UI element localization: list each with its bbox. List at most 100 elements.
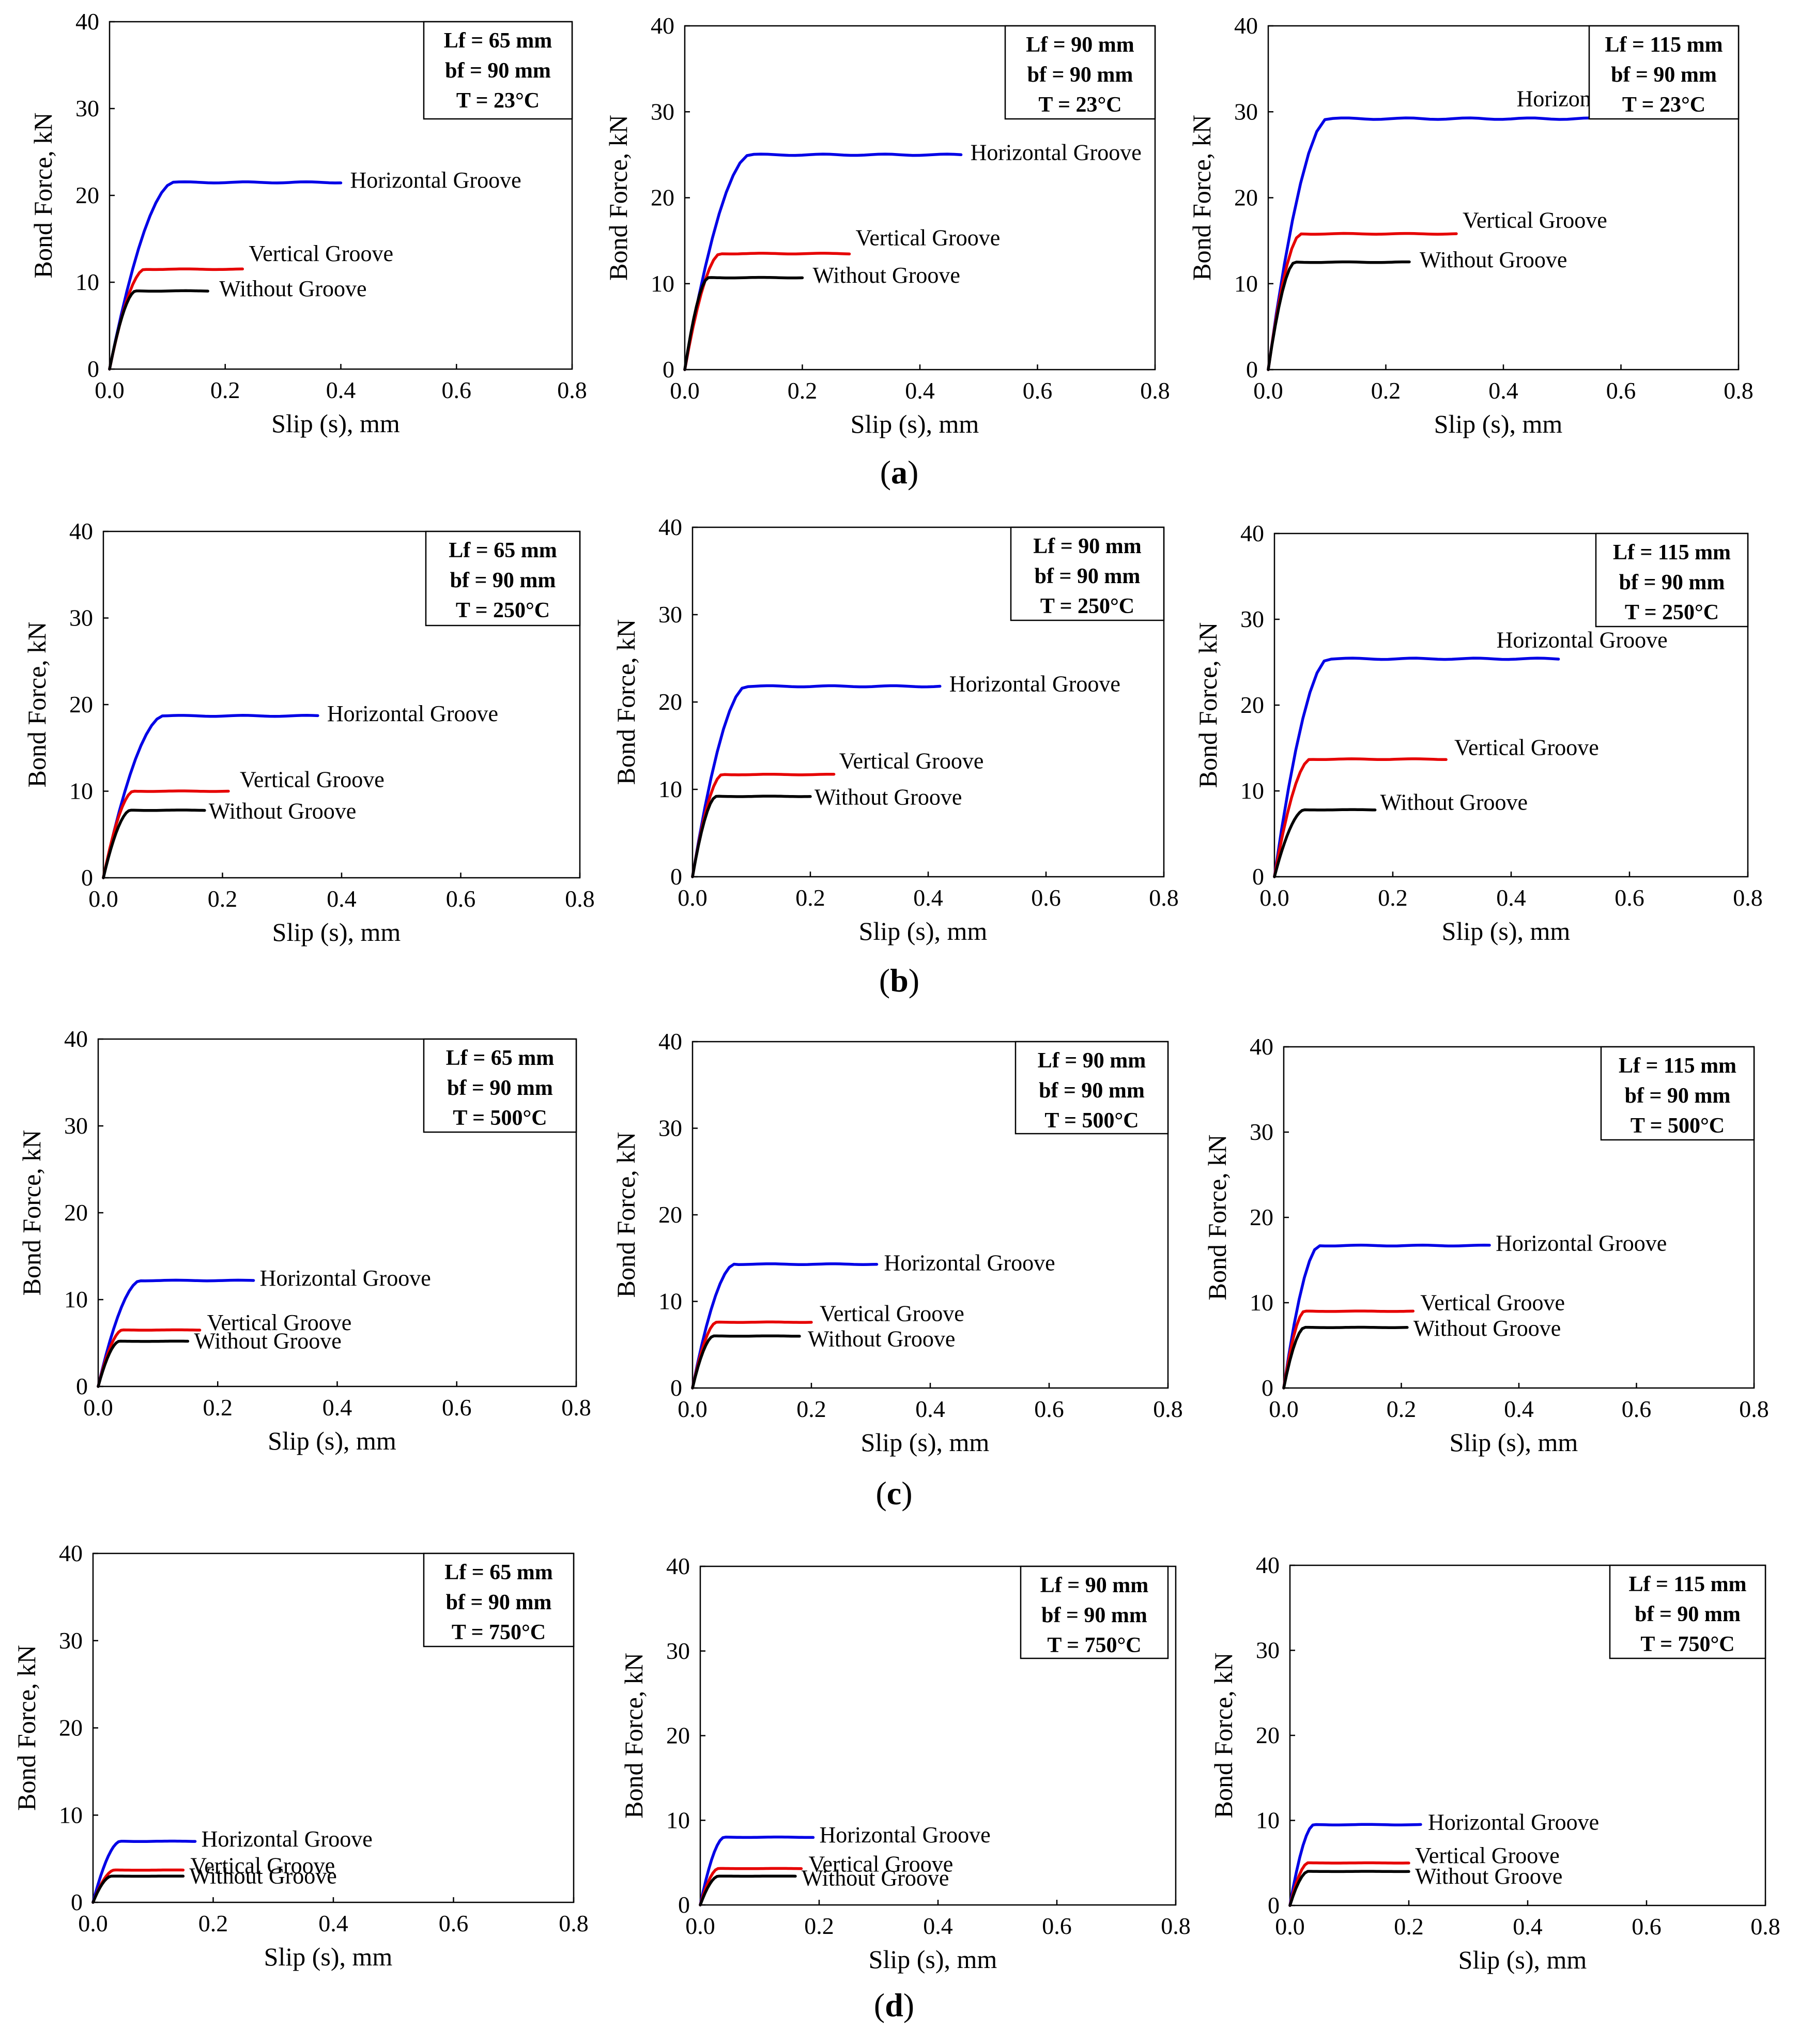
y-tick-label: 20: [1250, 1204, 1273, 1230]
without-groove-line: [1282, 1325, 1409, 1390]
y-tick-label: 10: [658, 776, 682, 802]
y-tick-label: 30: [59, 1627, 83, 1654]
y-tick-label: 20: [658, 689, 682, 715]
y-tick-label: 20: [1256, 1722, 1280, 1748]
x-tick-label: 0.0: [95, 377, 125, 403]
y-tick-label: 40: [658, 514, 682, 540]
annotation-line: bf = 90 mm: [1035, 565, 1141, 588]
y-tick-label: 30: [1250, 1119, 1273, 1145]
vertical-groove-line: [1282, 1309, 1415, 1390]
y-tick-label: 40: [69, 518, 93, 544]
y-tick-label: 30: [666, 1638, 690, 1664]
x-axis-label: Slip (s), mm: [1450, 1428, 1578, 1457]
annotation-line: T = 250°C: [456, 599, 550, 622]
y-tick-label: 40: [666, 1553, 690, 1579]
annotation-line: T = 250°C: [1040, 594, 1134, 618]
y-tick-label: 0: [663, 356, 674, 383]
y-tick-label: 10: [1250, 1289, 1273, 1316]
annotation-line: T = 500°C: [1631, 1114, 1725, 1138]
horizontal-groove-line: [97, 1278, 255, 1388]
annotation-line: bf = 90 mm: [1041, 1604, 1147, 1627]
x-tick-label: 0.4: [327, 886, 357, 912]
y-tick-label: 20: [658, 1201, 682, 1228]
y-axis-label: Bond Force, kN: [619, 1653, 648, 1819]
annotation-line: Lf = 90 mm: [1040, 1574, 1148, 1597]
annotation-line: Lf = 90 mm: [1026, 33, 1134, 57]
subfigure-label-a: (a): [880, 454, 919, 491]
annotation-box: [1010, 526, 1165, 621]
annotation-line: Lf = 90 mm: [1033, 535, 1141, 558]
vertical-groove-line: [1273, 757, 1448, 878]
annotation-line: T = 500°C: [453, 1106, 547, 1130]
x-tick-label: 0.2: [796, 1396, 826, 1422]
y-axis-label: Bond Force, kN: [1193, 622, 1222, 788]
annotation-box: [423, 1552, 575, 1648]
without-groove-label: Without Groove: [1380, 790, 1528, 815]
x-tick-label: 0.0: [678, 1396, 708, 1422]
y-axis-label: Bond Force, kN: [1203, 1135, 1232, 1301]
vertical-groove-line: [691, 772, 836, 878]
y-tick-label: 40: [1240, 520, 1264, 546]
without-groove-label: Without Groove: [194, 1329, 341, 1354]
chart-panel-2: 0.0 0.2 0.4 0.6 0.8 0 10 20 30 40 Slip (s), mm Bond…: [604, 12, 1170, 438]
vertical-groove-line: [683, 252, 851, 371]
annotation-line: T = 750°C: [1047, 1634, 1141, 1657]
y-tick-label: 10: [658, 1288, 682, 1315]
without-groove-line: [691, 1334, 801, 1390]
horizontal-groove-label: Horizontal Groove: [327, 701, 498, 726]
horizontal-groove-line: [683, 152, 963, 371]
annotation-box: [1609, 1564, 1766, 1659]
y-tick-label: 10: [1240, 777, 1264, 804]
horizontal-groove-line: [1273, 657, 1560, 878]
x-tick-label: 0.0: [670, 377, 700, 404]
without-groove-line: [1288, 1870, 1410, 1907]
vertical-groove-line: [108, 267, 244, 371]
y-tick-label: 30: [658, 601, 682, 628]
vertical-groove-line: [1288, 1861, 1410, 1907]
without-groove-label: Without Groove: [813, 263, 960, 288]
y-axis-label: Bond Force, kN: [1209, 1653, 1238, 1819]
x-axis-label: Slip (s), mm: [851, 409, 979, 438]
x-tick-label: 0.2: [788, 377, 818, 404]
vertical-groove-label: Vertical Groove: [240, 767, 385, 792]
x-tick-label: 0.6: [1034, 1396, 1064, 1422]
x-tick-label: 0.0: [1269, 1396, 1299, 1422]
x-axis-label: Slip (s), mm: [859, 917, 988, 945]
x-tick-label: 0.6: [1622, 1396, 1652, 1422]
without-groove-label: Without Groove: [808, 1326, 955, 1352]
x-tick-label: 0.2: [1394, 1913, 1424, 1940]
chart-panel-7: 0.0 0.2 0.4 0.6 0.8 0 10 20 30 40 Slip (s), mm Bond…: [17, 1026, 591, 1455]
y-axis-label: Bond Force, kN: [611, 1132, 640, 1298]
annotation-line: bf = 90 mm: [1625, 1084, 1731, 1108]
x-tick-label: 0.0: [83, 1394, 113, 1421]
x-tick-label: 0.8: [1733, 884, 1763, 911]
x-tick-label: 0.2: [198, 1910, 228, 1936]
x-tick-label: 0.8: [559, 1910, 589, 1936]
y-tick-label: 30: [69, 605, 93, 631]
chart-panel-8: 0.0 0.2 0.4 0.6 0.8 0 10 20 30 40 Slip (s), mm Bond…: [611, 1028, 1183, 1457]
y-tick-label: 30: [651, 98, 674, 125]
y-tick-label: 30: [1256, 1637, 1280, 1664]
without-groove-line: [91, 1874, 185, 1904]
chart-panel-10: 0.0 0.2 0.4 0.6 0.8 0 10 20 30 40 Slip (s), mm Bond…: [12, 1540, 589, 1971]
chart-panel-11: 0.0 0.2 0.4 0.6 0.8 0 10 20 30 40 Slip (s), mm Bond…: [619, 1553, 1191, 1974]
annotation-line: T = 500°C: [1044, 1109, 1139, 1133]
y-tick-label: 40: [64, 1026, 88, 1052]
y-tick-label: 30: [658, 1115, 682, 1141]
annotation-line: bf = 90 mm: [1611, 63, 1717, 87]
y-tick-label: 20: [64, 1199, 88, 1226]
x-tick-label: 0.2: [1371, 377, 1401, 404]
x-tick-label: 0.8: [1750, 1913, 1780, 1940]
y-tick-label: 0: [87, 356, 99, 382]
without-groove-line: [691, 795, 812, 878]
x-tick-label: 0.6: [442, 1394, 472, 1421]
y-tick-label: 20: [1240, 692, 1264, 718]
annotation-line: Lf = 115 mm: [1619, 1054, 1736, 1078]
y-tick-label: 40: [651, 12, 674, 39]
y-axis-label: Bond Force, kN: [17, 1130, 46, 1296]
horizontal-groove-label: Horizontal Groove: [884, 1250, 1055, 1275]
y-axis-label: Bond Force, kN: [28, 113, 57, 279]
y-axis-label: Bond Force, kN: [22, 622, 51, 788]
x-tick-label: 0.2: [210, 377, 240, 403]
y-tick-label: 40: [1256, 1552, 1280, 1578]
